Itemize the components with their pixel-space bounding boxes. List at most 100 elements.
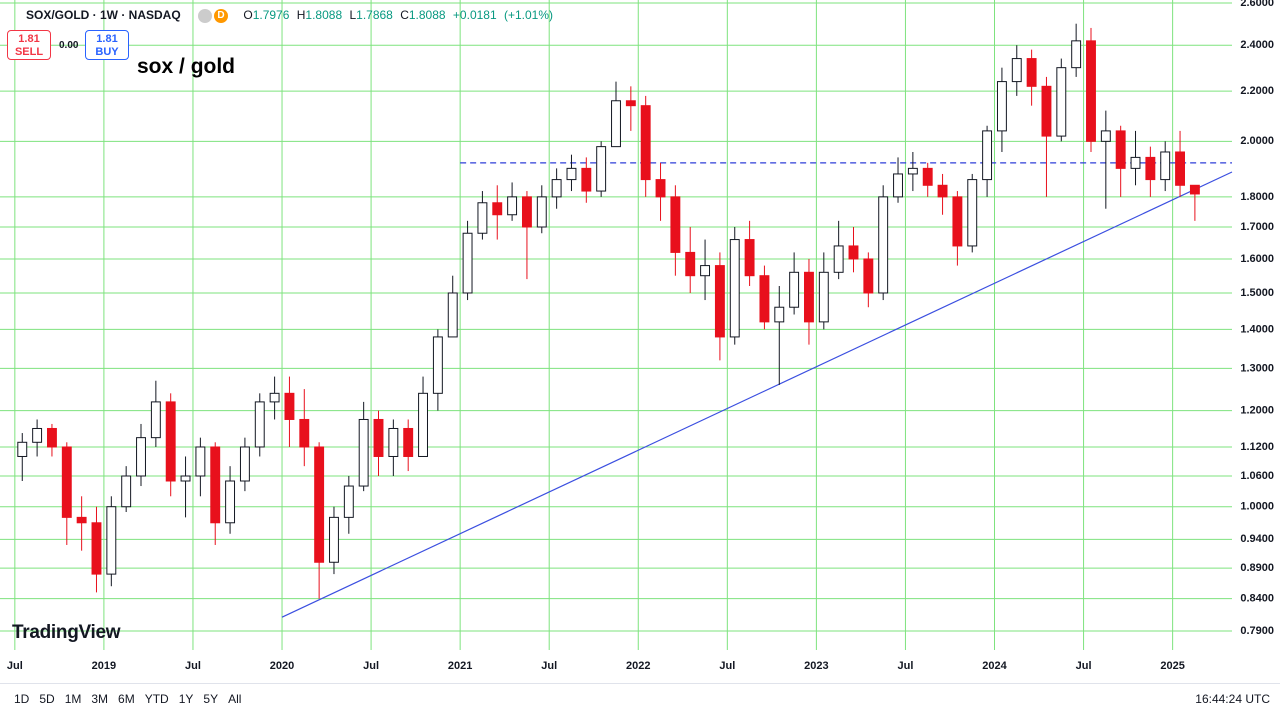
bottom-toolbar: 1D 5D 1M 3M 6M YTD 1Y 5Y All 16:44:24 UTC [0, 683, 1280, 720]
candle-body [789, 271, 800, 308]
y-tick-label: 1.5000 [1240, 287, 1274, 299]
x-tick-label: Jul [719, 660, 735, 672]
status-dot [198, 8, 213, 23]
range-button[interactable]: All [228, 692, 242, 706]
candle-body [1145, 156, 1156, 181]
candle-body [195, 446, 206, 477]
candle-body [1041, 85, 1052, 137]
x-tick-label: 2025 [1160, 660, 1184, 672]
candle-body [685, 251, 696, 277]
candle-body [1115, 130, 1126, 169]
candle-body [403, 427, 414, 457]
trendline [281, 171, 1233, 618]
low-key: L [349, 8, 357, 22]
y-tick-label: 0.8400 [1240, 593, 1274, 605]
candle-body [91, 522, 102, 575]
candle-body [967, 179, 978, 247]
candle-body [329, 516, 339, 563]
y-tick-label: 1.4000 [1240, 323, 1274, 335]
candle-body [863, 258, 874, 294]
candle-body [729, 239, 740, 338]
candle-body [299, 418, 310, 448]
candle-body [447, 292, 458, 338]
x-tick-label: Jul [185, 660, 201, 672]
candle-body [581, 167, 592, 192]
candle-body [670, 196, 681, 253]
x-tick-label: 2024 [982, 660, 1007, 672]
candle-body [180, 475, 191, 482]
candle-body [804, 271, 814, 323]
candle-body [106, 506, 117, 575]
symbol-header: SOX/GOLD · 1W · NASDAQ D O1.7976 H1.8088… [26, 8, 557, 23]
y-tick-label: 0.9400 [1240, 533, 1274, 545]
candle-body [17, 441, 28, 457]
buy-label: BUY [95, 46, 119, 58]
range-button[interactable]: 5Y [203, 692, 219, 706]
candle-body [700, 265, 711, 277]
y-tick-label: 1.3000 [1240, 362, 1274, 374]
range-button[interactable]: 1M [64, 692, 82, 706]
y-tick-label: 0.8900 [1240, 562, 1274, 574]
buy-button[interactable]: 1.81 BUY [85, 30, 129, 60]
open-key: O [243, 8, 253, 22]
range-buttons: 1D 5D 1M 3M 6M YTD 1Y 5Y All [14, 692, 251, 706]
close-value: 1.8088 [408, 8, 446, 22]
change: +0.0181 [452, 8, 497, 22]
low-value: 1.7868 [356, 8, 393, 22]
candle-body [596, 146, 607, 192]
y-tick-label: 0.7900 [1240, 625, 1274, 637]
candle-body [492, 202, 503, 216]
range-button[interactable]: 3M [91, 692, 109, 706]
candle-body [625, 100, 636, 107]
x-tick-label: Jul [7, 660, 23, 672]
candle-body [76, 516, 87, 524]
range-button[interactable]: YTD [144, 692, 169, 706]
candle-body [284, 392, 295, 420]
x-tick-label: 2020 [270, 660, 294, 672]
candle-body [536, 196, 547, 228]
y-tick-label: 1.6000 [1240, 253, 1274, 265]
x-tick-label: Jul [363, 660, 379, 672]
range-button[interactable]: 1Y [178, 692, 194, 706]
candle-body [1130, 156, 1141, 169]
y-tick-label: 1.8000 [1240, 191, 1274, 203]
spread: 0.00 [59, 40, 79, 51]
candle-body [418, 392, 428, 457]
x-tick-label: 2019 [92, 660, 116, 672]
range-button[interactable]: 1D [14, 692, 30, 706]
candle-body [1189, 184, 1200, 195]
x-tick-label: 2022 [626, 660, 650, 672]
change-percent: (+1.01%) [503, 8, 554, 22]
candle-body [759, 275, 770, 323]
y-tick-label: 2.0000 [1240, 135, 1274, 147]
candle-body [225, 480, 236, 524]
candle-body [477, 202, 488, 234]
candle-body [551, 179, 562, 198]
chart-title: sox / gold [137, 55, 236, 78]
candle-body [210, 446, 221, 524]
buy-price: 1.81 [96, 33, 118, 45]
candle-body [893, 173, 903, 198]
close-key: C [400, 8, 409, 22]
candle-body [907, 167, 918, 175]
y-tick-label: 2.2000 [1240, 85, 1274, 97]
candle-body [1026, 58, 1037, 87]
range-button[interactable]: 6M [118, 692, 135, 706]
candle-body [774, 306, 785, 323]
range-button[interactable]: 5D [39, 692, 55, 706]
y-tick-label: 1.1200 [1240, 441, 1274, 453]
sell-button[interactable]: 1.81 SELL [7, 30, 51, 60]
candle-body [833, 245, 844, 273]
candle-body [655, 179, 666, 198]
candle-body [343, 485, 354, 518]
candle-body [1011, 58, 1022, 83]
candle-body [714, 265, 725, 338]
candle-body [1056, 67, 1067, 137]
y-tick-label: 1.0000 [1240, 501, 1274, 513]
high-key: H [296, 8, 306, 22]
clock: 16:44:24 UTC [1195, 692, 1270, 706]
candle-body [1086, 40, 1096, 142]
candle-body [640, 105, 651, 181]
x-tick-label: Jul [897, 660, 913, 672]
y-tick-label: 2.4000 [1240, 39, 1274, 51]
